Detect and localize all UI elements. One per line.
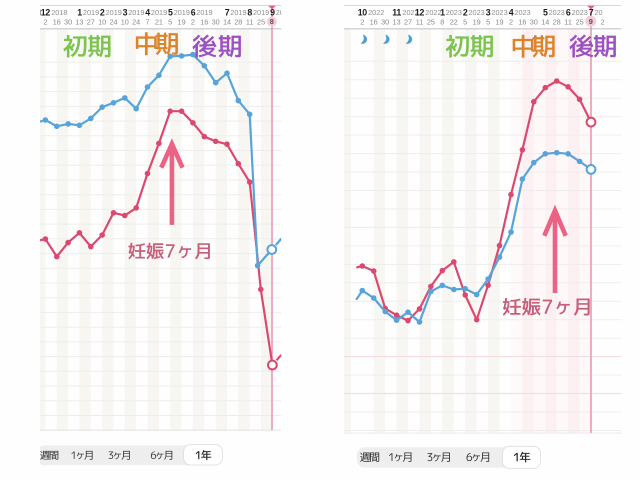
svg-text:6: 6	[566, 7, 571, 17]
svg-text:2019: 2019	[230, 8, 246, 17]
svg-text:9: 9	[589, 17, 593, 26]
svg-text:8: 8	[247, 7, 252, 17]
svg-text:2019: 2019	[151, 8, 167, 17]
svg-text:2018: 2018	[51, 8, 67, 17]
svg-text:12: 12	[41, 7, 51, 17]
svg-text:2: 2	[43, 17, 47, 26]
svg-text:24: 24	[132, 17, 140, 26]
svg-text:19: 19	[473, 17, 481, 26]
svg-text:2019: 2019	[196, 8, 212, 17]
svg-text:14: 14	[541, 17, 549, 26]
svg-text:4: 4	[509, 7, 514, 17]
svg-text:12: 12	[415, 7, 425, 17]
svg-text:16: 16	[200, 17, 208, 26]
svg-text:20: 20	[276, 8, 284, 17]
svg-text:13: 13	[75, 17, 83, 26]
svg-text:16: 16	[518, 17, 526, 26]
svg-text:2023: 2023	[446, 8, 462, 17]
svg-text:28: 28	[234, 17, 242, 26]
svg-text:7: 7	[589, 7, 594, 17]
svg-text:2022: 2022	[402, 8, 418, 17]
svg-text:2: 2	[463, 7, 468, 17]
svg-text:3: 3	[123, 7, 128, 17]
svg-text:7: 7	[145, 17, 149, 26]
svg-text:30: 30	[530, 17, 538, 26]
svg-text:5: 5	[168, 7, 173, 17]
svg-text:1: 1	[440, 7, 445, 17]
svg-text:10: 10	[121, 17, 129, 26]
svg-text:2023: 2023	[549, 8, 565, 17]
svg-text:2: 2	[360, 17, 364, 26]
svg-text:2023: 2023	[469, 8, 485, 17]
svg-text:30: 30	[212, 17, 220, 26]
svg-text:20: 20	[594, 8, 602, 17]
svg-text:25: 25	[576, 17, 584, 26]
svg-text:5: 5	[486, 17, 490, 26]
svg-text:6: 6	[191, 7, 196, 17]
svg-text:13: 13	[393, 17, 401, 26]
svg-text:25: 25	[427, 17, 435, 26]
svg-text:11: 11	[416, 17, 424, 26]
svg-text:2023: 2023	[491, 8, 507, 17]
svg-text:14: 14	[223, 17, 231, 26]
svg-text:30: 30	[64, 17, 72, 26]
svg-text:11: 11	[392, 7, 401, 17]
svg-text:5: 5	[168, 17, 172, 26]
svg-text:2: 2	[509, 17, 513, 26]
svg-text:22: 22	[450, 17, 458, 26]
svg-text:19: 19	[495, 17, 503, 26]
svg-text:25: 25	[257, 17, 265, 26]
svg-text:10: 10	[358, 7, 368, 17]
svg-text:2019: 2019	[128, 8, 144, 17]
svg-text:2022: 2022	[368, 8, 384, 17]
svg-text:8: 8	[440, 17, 444, 26]
svg-text:16: 16	[370, 17, 378, 26]
svg-text:21: 21	[155, 17, 163, 26]
svg-text:2: 2	[191, 17, 195, 26]
svg-text:4: 4	[145, 7, 150, 17]
svg-text:19: 19	[178, 17, 186, 26]
svg-text:30: 30	[381, 17, 389, 26]
svg-text:2023: 2023	[514, 8, 530, 17]
svg-text:2022: 2022	[425, 8, 441, 17]
svg-text:2019: 2019	[83, 8, 99, 17]
svg-text:7: 7	[225, 7, 230, 17]
svg-text:1: 1	[77, 7, 82, 17]
svg-text:5: 5	[543, 7, 548, 17]
svg-text:3: 3	[486, 7, 491, 17]
svg-text:2019: 2019	[174, 8, 190, 17]
svg-text:24: 24	[109, 17, 117, 26]
svg-text:2: 2	[601, 17, 605, 26]
svg-text:16: 16	[53, 17, 61, 26]
svg-text:8: 8	[270, 17, 274, 26]
svg-text:10: 10	[98, 17, 106, 26]
svg-text:27: 27	[87, 17, 95, 26]
svg-text:27: 27	[404, 17, 412, 26]
svg-text:2: 2	[100, 7, 105, 17]
svg-text:28: 28	[553, 17, 561, 26]
svg-text:2019: 2019	[106, 8, 122, 17]
svg-text:2019: 2019	[253, 8, 269, 17]
svg-text:2023: 2023	[572, 8, 588, 17]
svg-text:9: 9	[270, 7, 275, 17]
svg-text:11: 11	[246, 17, 254, 26]
svg-text:11: 11	[564, 17, 572, 26]
svg-text:5: 5	[463, 17, 467, 26]
